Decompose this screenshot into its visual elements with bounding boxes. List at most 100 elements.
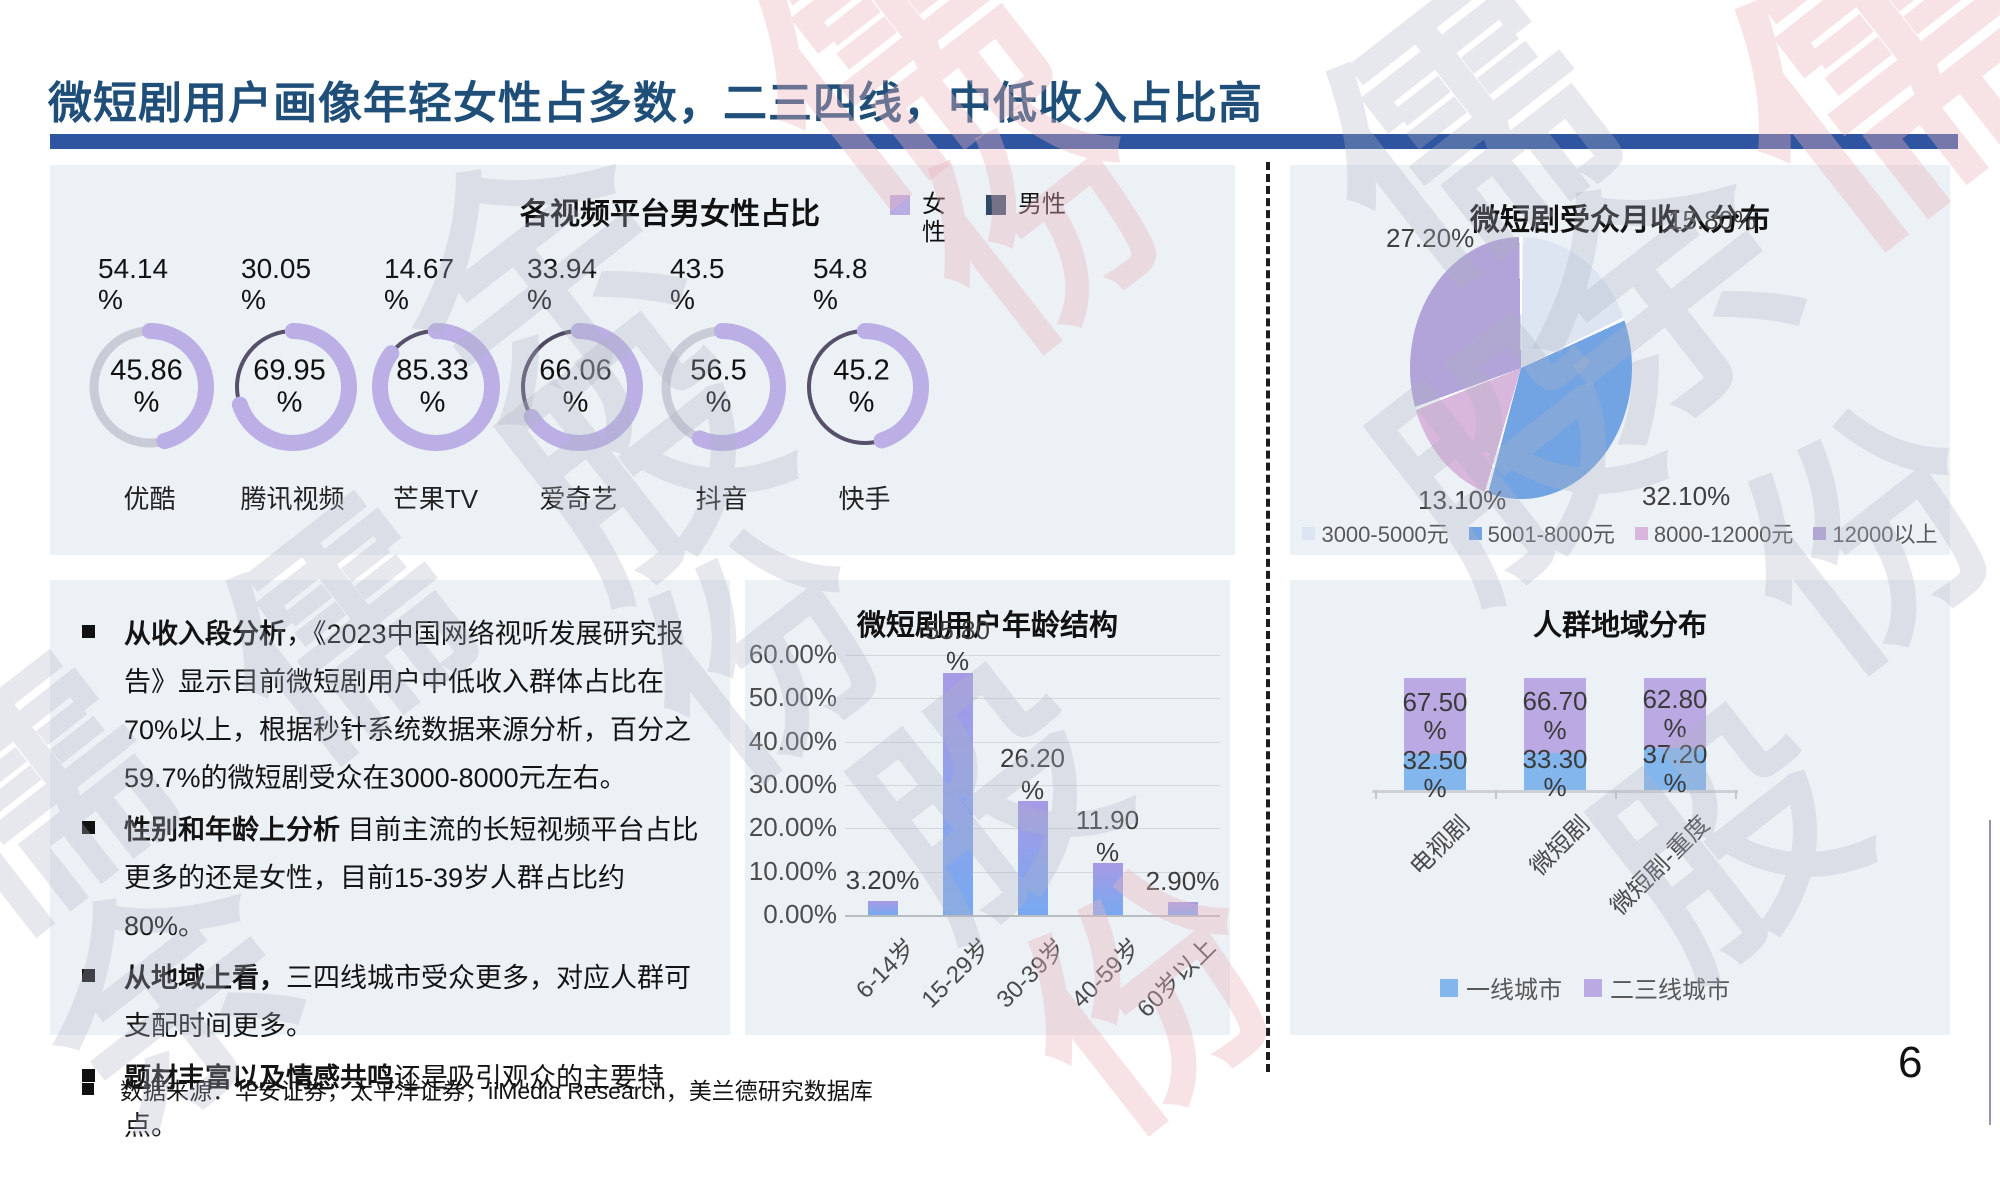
- region-value-tier23: 67.50 %: [1402, 686, 1468, 746]
- donut-chart: 56.5 %: [652, 317, 792, 457]
- female-share-label: 56.5 %: [690, 354, 747, 419]
- region-segment-tier23: [1524, 678, 1586, 753]
- donut-ring-icon: [657, 323, 786, 451]
- region-legend-label: 一线城市: [1466, 977, 1562, 1004]
- gender-donut-cell: 54.14 % 45.86 % 优酷: [78, 253, 221, 516]
- title-underline-bar: [50, 134, 1958, 149]
- region-value-tier1: 32.50 %: [1402, 744, 1468, 804]
- income-legend-swatch-icon: [1468, 526, 1482, 540]
- age-x-label: 15-29岁: [916, 933, 996, 1014]
- region-legend-item: 一线城市: [1440, 970, 1562, 1005]
- bullet-square-icon: [82, 821, 95, 835]
- income-legend-item: 5001-8000元: [1468, 517, 1615, 549]
- age-chart-title: 微短剧用户年龄结构: [856, 610, 1118, 642]
- gender-donut-cell: 30.05 % 69.95 % 腾讯视频: [221, 253, 364, 516]
- gender-legend-label: 男性: [1018, 191, 1066, 218]
- age-y-tick-label: 40.00%: [748, 725, 837, 756]
- donut-ring-icon: [228, 323, 357, 451]
- age-gridline: [845, 741, 1220, 743]
- income-legend-swatch-icon: [1634, 526, 1648, 540]
- female-share-label: 45.86 %: [110, 354, 183, 419]
- region-value-tier23: 62.80 %: [1642, 684, 1708, 743]
- region-x-label: 微短剧-重度: [1605, 810, 1716, 921]
- region-segment-tier1: [1404, 753, 1466, 790]
- age-y-tick-label: 10.00%: [748, 855, 837, 886]
- female-share-label: 45.2 %: [833, 354, 890, 419]
- age-y-tick-label: 20.00%: [748, 812, 837, 843]
- gender-donut-cell: 33.94 % 66.06 % 爱奇艺: [507, 253, 650, 516]
- pie-slice-label: 13.10%: [1418, 485, 1507, 515]
- age-x-label: 30-39岁: [991, 933, 1071, 1014]
- bullet-square-icon: [82, 625, 95, 638]
- age-y-tick-label: 50.00%: [748, 682, 837, 713]
- male-share-label: 33.94 %: [527, 253, 598, 316]
- region-legend-swatch-icon: [1584, 978, 1602, 997]
- region-stacked-bar: 66.70 % 33.30 %: [1522, 678, 1588, 802]
- gender-chart-legend: 女 性 男性: [890, 191, 1066, 246]
- bullet-lead: 从地域上看，: [124, 963, 286, 994]
- region-axis-tick: [1375, 790, 1377, 799]
- female-share-label: 69.95 %: [253, 354, 326, 419]
- age-gridline: [845, 698, 1220, 700]
- male-share-label: 54.14 %: [98, 253, 169, 316]
- bullet-item: 从地域上看，三四线城市受众更多，对应人群可支配时间更多。: [80, 954, 704, 1050]
- gender-legend-item: 女 性: [890, 191, 946, 246]
- platform-label: 抖音: [695, 484, 748, 514]
- age-value-label: 26.20 %: [999, 743, 1066, 805]
- age-value-label: 3.20%: [845, 865, 920, 896]
- female-share-label: 66.06 %: [539, 354, 612, 419]
- income-legend-swatch-icon: [1302, 526, 1316, 540]
- donut-chart: 69.95 %: [223, 317, 363, 457]
- income-legend-label: 5001-8000元: [1487, 522, 1615, 547]
- income-legend-swatch-icon: [1813, 526, 1827, 540]
- gender-chart-panel: 各视频平台男女性占比 女 性 男性 54.14 % 45.86 % 优酷 30.05 %…: [50, 165, 1235, 555]
- bullet-lead: 性别和年龄上分析: [124, 815, 340, 846]
- age-x-label: 60岁以上: [1131, 933, 1221, 1023]
- region-axis-tick: [1495, 790, 1497, 799]
- age-gridline: [845, 915, 1220, 917]
- insights-text-panel: 从收入段分析，《2023中国网络视听发展研究报告》显示目前微短剧用户中低收入群体…: [50, 580, 730, 1141]
- age-gridline: [845, 655, 1220, 656]
- region-segment-tier1: [1524, 752, 1586, 790]
- gender-legend-item: 男性: [986, 191, 1066, 246]
- platform-label: 优酷: [123, 484, 176, 514]
- gender-legend-label: 女 性: [922, 191, 946, 246]
- donut-ring-icon: [800, 323, 929, 451]
- income-legend: 3000-5000元 5001-8000元 8000-12000元 12000以上: [1290, 517, 1950, 549]
- platform-label: 爱奇艺: [539, 484, 618, 514]
- footer-source-text: 数据来源：华安证券，太平洋证券，iiMedia Research，美兰德研究数据…: [120, 1078, 873, 1104]
- region-segment-tier23: [1404, 678, 1466, 754]
- income-chart-panel: 微短剧受众月收入分布 15.80% 32.10% 13.10% 27.20% 3000…: [1290, 165, 1950, 555]
- donut-ring-icon: [514, 323, 643, 451]
- region-x-label: 电视剧: [1405, 810, 1476, 881]
- donut-chart: 66.06 %: [509, 317, 649, 457]
- region-chart-title: 人群地域分布: [1532, 610, 1707, 642]
- male-share-label: 43.5 %: [670, 253, 725, 316]
- gender-donut-cell: 54.8 % 45.2 % 快手: [793, 253, 936, 516]
- bullet-item: 性别和年龄上分析 目前主流的长短视频平台占比更多的还是女性，目前15-39岁人群…: [80, 806, 704, 950]
- bullet-square-icon: [82, 969, 95, 983]
- age-chart-panel: 微短剧用户年龄结构 60.00% 50.00% 40.00% 30.00% 20.00%…: [745, 580, 1230, 1035]
- vertical-dashed-divider: [1266, 162, 1270, 1072]
- age-bar: [867, 901, 898, 915]
- region-x-label: 微短剧: [1525, 810, 1596, 881]
- region-segment-tier1: [1644, 748, 1706, 790]
- income-legend-label: 8000-12000元: [1653, 522, 1794, 547]
- male-share-label: 30.05 %: [241, 253, 312, 316]
- income-legend-item: 3000-5000元: [1302, 517, 1449, 549]
- platform-label: 芒果TV: [392, 484, 479, 514]
- region-stacked-bar: 62.80 % 37.20 %: [1642, 678, 1708, 797]
- platform-label: 快手: [838, 484, 891, 514]
- age-y-tick-label: 30.00%: [748, 769, 837, 799]
- male-share-label: 54.8 %: [813, 253, 868, 316]
- region-value-tier1: 33.30 %: [1522, 743, 1588, 803]
- region-axis-line: [1372, 790, 1738, 793]
- platform-label: 腾讯视频: [240, 484, 345, 514]
- age-gridline: [845, 785, 1220, 786]
- income-legend-item: 8000-12000元: [1634, 517, 1794, 549]
- gender-donut-cell: 43.5 % 56.5 % 抖音: [650, 253, 793, 516]
- region-segment-tier23: [1644, 678, 1706, 749]
- age-x-label: 6-14岁: [850, 933, 921, 1004]
- gender-donut-cell: 14.67 % 85.33 % 芒果TV: [364, 253, 507, 516]
- income-legend-label: 12000以上: [1832, 522, 1938, 547]
